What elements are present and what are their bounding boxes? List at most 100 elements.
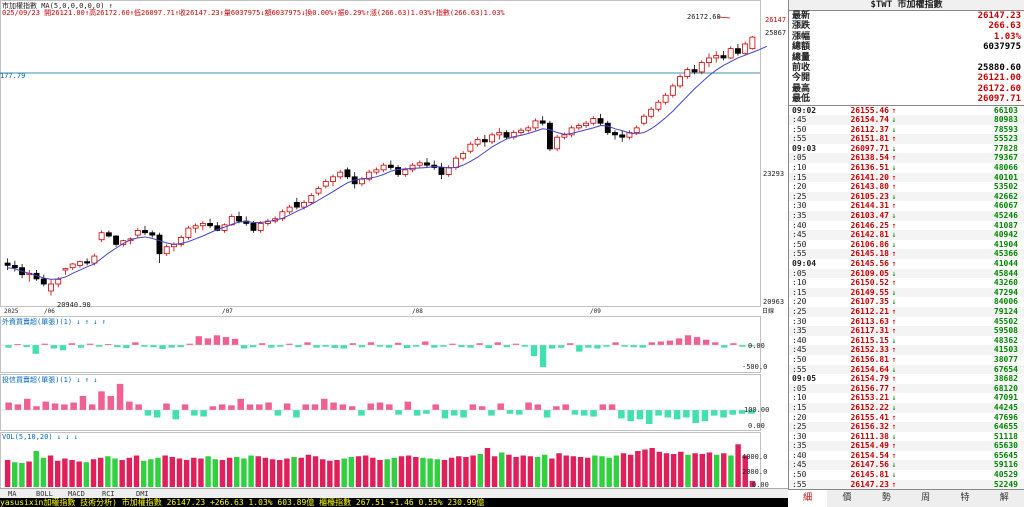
trust-bar: [423, 410, 430, 414]
tick-row[interactable]: 09:04 26145.56 ↑ 41044: [789, 259, 1024, 269]
tick-price: 26136.51: [850, 163, 889, 173]
tick-row[interactable]: :05 26156.77 ↑ 68120: [789, 383, 1024, 394]
tick-row[interactable]: :15 26152.22 ↓ 44245: [789, 402, 1024, 413]
foreign-bar: [114, 345, 121, 348]
candle: [619, 134, 626, 138]
tick-row[interactable]: :55 26147.23 ↑ 52249: [789, 479, 1024, 490]
trust-bar: [645, 410, 653, 424]
tick-arrow: ↑: [891, 316, 897, 326]
tick-arrow: ↓: [891, 115, 897, 125]
volume-bar: [305, 454, 312, 487]
tick-row[interactable]: :45 26142.81 ↓ 40942: [789, 230, 1024, 240]
tick-row[interactable]: :50 26145.81 ↓ 40529: [789, 470, 1024, 480]
tab-price[interactable]: 價: [842, 493, 852, 503]
volume-panel-title[interactable]: VOL(5,10,20) ↓ ↓ ↓: [2, 433, 78, 441]
tick-price: 26151.81: [850, 134, 889, 144]
tick-row[interactable]: :15 26149.55 ↓ 47294: [789, 287, 1024, 298]
tick-row[interactable]: 09:03 26097.71 ↓ 77828: [789, 144, 1024, 154]
tick-row[interactable]: :55 26154.64 ↓ 67654: [789, 364, 1024, 375]
tick-arrow: ↓: [891, 211, 897, 221]
chart-area[interactable]: 市加權指數 MA(5,0,0,0,0,0) ↑ 025/09/23 開26121…: [0, 0, 788, 507]
tab-macd[interactable]: MACD: [68, 490, 85, 498]
tick-time: :20: [792, 412, 807, 422]
tab-special[interactable]: 特: [960, 493, 970, 503]
tab-trend[interactable]: 勢: [881, 493, 891, 503]
tick-row[interactable]: :50 26106.86 ↓ 41904: [789, 240, 1024, 250]
tick-list[interactable]: 09:02 26155.46 ↑ 66103:45 26154.74 ↓ 80983:50 2…: [789, 104, 1024, 490]
candle: [742, 43, 749, 54]
foreign-bar: [168, 345, 175, 348]
trust-panel-title[interactable]: 投信買賣超(單張)(1) ↓ ↑ ↓: [2, 376, 98, 384]
tab-ma[interactable]: MA: [8, 490, 17, 498]
candle: [113, 235, 120, 245]
tab-explain[interactable]: 解: [999, 493, 1009, 503]
tick-row[interactable]: :25 26112.21 ↑ 79124: [789, 306, 1024, 317]
last-price-marker: 26147.23: [765, 16, 788, 24]
tick-row[interactable]: :30 26111.38 ↓ 51118: [789, 432, 1024, 442]
quote-value: 1.03%: [993, 31, 1021, 42]
volume-bar: [26, 461, 32, 487]
tick-row[interactable]: :50 26156.81 ↑ 38077: [789, 355, 1024, 365]
tick-row[interactable]: :45 26147.56 ↓ 59116: [789, 460, 1024, 471]
quote-value: 26147.23: [977, 11, 1021, 21]
tick-row[interactable]: :40 26154.54 ↑ 65645: [789, 451, 1024, 461]
candle: [84, 261, 91, 264]
volume-bar: [248, 455, 254, 487]
tick-time: :05: [792, 153, 807, 163]
tick-row[interactable]: :05 26138.54 ↑ 79367: [789, 153, 1024, 164]
tick-row[interactable]: :10 26136.51 ↓ 48066: [789, 163, 1024, 173]
tab-detail[interactable]: 細: [788, 490, 828, 507]
candle: [424, 162, 430, 166]
volume-bar: [148, 459, 154, 487]
tab-weekly[interactable]: 周: [921, 493, 931, 503]
period-label[interactable]: 日線: [762, 308, 775, 315]
tick-row[interactable]: :35 26117.31 ↑ 59508: [789, 326, 1024, 336]
tick-row[interactable]: :40 26115.15 ↓ 48362: [789, 336, 1024, 346]
x-axis-label: /06: [44, 308, 55, 315]
tick-price: 26147.56: [850, 460, 889, 470]
foreign-panel-title[interactable]: 外資買賣超(單張)(1) ↓ ↑ ↓ ↑: [2, 318, 106, 326]
volume-bar: [620, 453, 627, 487]
tick-row[interactable]: :45 26154.74 ↓ 80983: [789, 115, 1024, 125]
tick-row[interactable]: :30 26144.31 ↑ 46067: [789, 201, 1024, 211]
foreign-bar: [648, 342, 655, 345]
tick-row[interactable]: :10 26150.52 ↑ 43260: [789, 278, 1024, 288]
candle: [344, 169, 351, 178]
tick-row[interactable]: 09:02 26155.46 ↑ 66103: [789, 106, 1024, 116]
tick-row[interactable]: 09:05 26154.79 ↑ 38682: [789, 374, 1024, 384]
tick-row[interactable]: :25 26156.32 ↑ 64655: [789, 422, 1024, 432]
tick-row[interactable]: :20 26107.35 ↓ 84006: [789, 297, 1024, 307]
tick-row[interactable]: :25 26105.23 ↓ 42662: [789, 191, 1024, 202]
tick-row[interactable]: :40 26146.25 ↑ 41087: [789, 221, 1024, 231]
tick-row[interactable]: :35 26154.49 ↑ 65630: [789, 441, 1024, 451]
tick-volume: 47294: [993, 287, 1018, 297]
candle: [62, 268, 69, 271]
candle: [561, 134, 568, 138]
volume-bar: [191, 457, 197, 487]
trust-bar: [107, 396, 115, 410]
tick-row[interactable]: :55 26145.18 ↑ 45366: [789, 249, 1024, 260]
candle: [134, 230, 141, 236]
foreign-bar: [177, 345, 184, 348]
tick-row[interactable]: :05 26109.05 ↓ 45844: [789, 268, 1024, 279]
trust-bar: [404, 401, 412, 410]
tick-row[interactable]: :10 26153.21 ↓ 47091: [789, 393, 1024, 403]
tick-row[interactable]: :35 26103.47 ↓ 45246: [789, 211, 1024, 221]
foreign-bar: [295, 345, 302, 348]
tick-row[interactable]: :20 26143.80 ↑ 53502: [789, 182, 1024, 192]
tab-rci[interactable]: RCI: [102, 490, 115, 498]
stock-chart-canvas[interactable]: [0, 0, 788, 488]
tick-time: :45: [792, 115, 807, 125]
tick-row[interactable]: :15 26141.20 ↑ 40101: [789, 172, 1024, 183]
foreign-bar: [349, 343, 356, 345]
tick-row[interactable]: :50 26112.37 ↓ 78593: [789, 125, 1024, 135]
volume-bar: [456, 456, 462, 487]
tab-boll[interactable]: BOLL: [36, 490, 53, 498]
tick-arrow: ↑: [891, 383, 897, 393]
tab-dmi[interactable]: DMI: [136, 490, 149, 498]
tick-row[interactable]: :55 26151.81 ↑ 55523: [789, 134, 1024, 144]
tick-time: 09:03: [792, 143, 817, 153]
tick-row[interactable]: :45 26152.33 ↑ 41503: [789, 345, 1024, 355]
tick-row[interactable]: :20 26155.41 ↑ 47696: [789, 413, 1024, 423]
tick-row[interactable]: :30 26113.63 ↑ 45502: [789, 317, 1024, 327]
